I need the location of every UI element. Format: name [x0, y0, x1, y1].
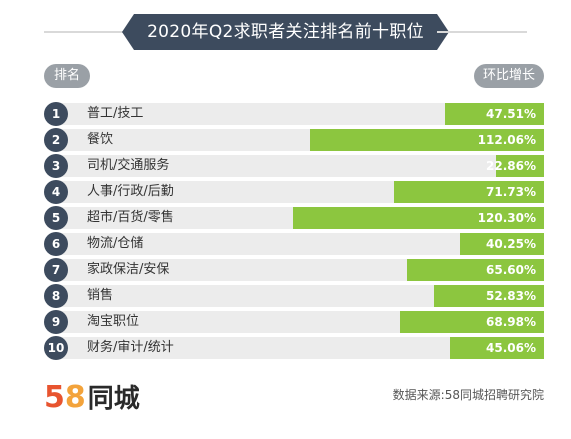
row-background [56, 337, 544, 359]
table-row: 8 销售 52.83% [44, 284, 544, 308]
category-label: 超市/百货/零售 [87, 210, 174, 225]
title-divider-right [437, 31, 527, 33]
table-row: 6 物流/仓储 40.25% [44, 232, 544, 256]
data-label: 120.30% [477, 211, 536, 225]
rank-header-pill: 排名 [44, 64, 90, 88]
category-label: 餐饮 [87, 132, 114, 147]
category-label: 物流/仓储 [87, 236, 144, 251]
table-row: 10 财务/审计/统计 45.06% [44, 336, 544, 360]
category-label: 家政保洁/安保 [87, 262, 170, 277]
table-row: 2 餐饮 112.06% [44, 128, 544, 152]
chart-title-text: 2020年Q2求职者关注排名前十职位 [122, 14, 449, 50]
bar [399, 311, 544, 333]
brand-logo: 58同城 [44, 378, 140, 415]
data-label: 71.73% [486, 185, 536, 199]
bar [449, 337, 544, 359]
category-label: 人事/行政/后勤 [87, 184, 174, 199]
data-label: 65.60% [486, 263, 536, 277]
row-background [56, 285, 544, 307]
chart-title: 2020年Q2求职者关注排名前十职位 [0, 14, 571, 50]
category-label: 淘宝职位 [87, 314, 140, 329]
bar [394, 181, 544, 203]
bar [433, 285, 544, 307]
title-divider-left [44, 31, 134, 33]
rank-badge: 9 [44, 310, 68, 334]
bar [444, 103, 544, 125]
data-label: 47.51% [486, 107, 536, 121]
bar [292, 207, 544, 229]
data-label: 52.83% [486, 289, 536, 303]
rank-badge: 2 [44, 128, 68, 152]
rank-badge: 7 [44, 258, 68, 282]
data-label: 68.98% [486, 315, 536, 329]
data-label: 112.06% [477, 133, 536, 147]
rank-badge: 3 [44, 154, 68, 178]
data-source-note: 数据来源:58同城招聘研究院 [392, 388, 544, 402]
bar [406, 259, 544, 281]
category-label: 司机/交通服务 [87, 158, 170, 173]
data-label: 22.86% [486, 159, 536, 173]
rank-badge: 8 [44, 284, 68, 308]
rank-badge: 1 [44, 102, 68, 126]
logo-digit-5: 5 [44, 380, 65, 415]
rank-badge: 6 [44, 232, 68, 256]
table-row: 9 淘宝职位 68.98% [44, 310, 544, 334]
category-label: 财务/审计/统计 [87, 340, 174, 355]
logo-digit-8: 8 [64, 380, 86, 415]
growth-header-pill: 环比增长 [474, 64, 544, 88]
category-label: 普工/技工 [87, 106, 144, 121]
rank-badge: 4 [44, 180, 68, 204]
table-row: 5 超市/百货/零售 120.30% [44, 206, 544, 230]
table-row: 3 司机/交通服务 22.86% [44, 154, 544, 178]
table-row: 1 普工/技工 47.51% [44, 102, 544, 126]
row-background [56, 155, 544, 177]
table-row: 7 家政保洁/安保 65.60% [44, 258, 544, 282]
category-label: 销售 [87, 288, 114, 303]
bar [309, 129, 544, 151]
table-row: 4 人事/行政/后勤 71.73% [44, 180, 544, 204]
row-background [56, 233, 544, 255]
rank-badge: 10 [44, 336, 68, 360]
bar [459, 233, 544, 255]
data-label: 45.06% [486, 341, 536, 355]
logo-name: 同城 [87, 384, 140, 414]
rank-badge: 5 [44, 206, 68, 230]
row-background [56, 103, 544, 125]
data-label: 40.25% [486, 237, 536, 251]
bar [496, 155, 544, 177]
